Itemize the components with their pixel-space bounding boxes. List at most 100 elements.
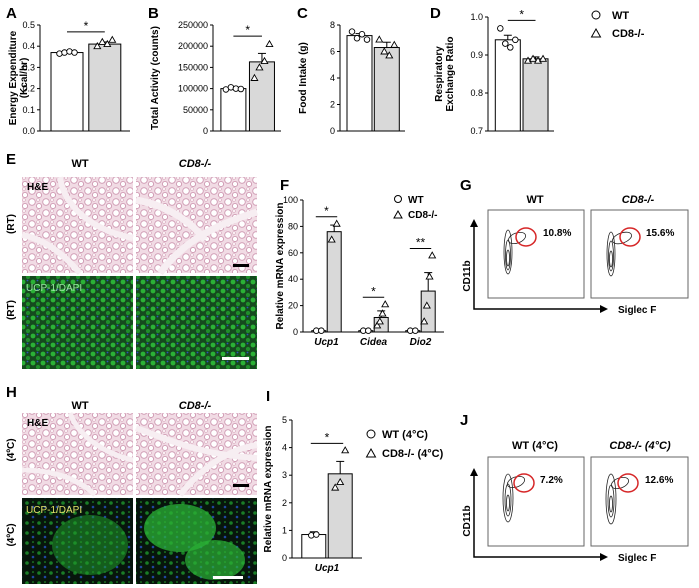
- d-y-tick-label: 0.8: [470, 88, 483, 98]
- f-y-tick-label: 40: [288, 274, 298, 284]
- i-y-tick-label: 1: [282, 525, 287, 535]
- i-x-tick-label: Ucp1: [315, 563, 340, 574]
- i-y-tick-label: 0: [282, 553, 287, 563]
- d-y-label: Exchange Ratio: [445, 36, 456, 111]
- f-point: [318, 327, 325, 334]
- gate-j-wt: [513, 473, 535, 493]
- c-y-tick-label: 8: [330, 20, 335, 30]
- c-y-tick-label: 6: [330, 47, 335, 57]
- i-y-tick-label: 5: [282, 415, 287, 425]
- b-point: [260, 56, 269, 64]
- flow-j-pct-ko: 12.6%: [645, 475, 673, 486]
- i-y-label: Relative mRNA expression: [263, 426, 274, 553]
- a-bar-0: [50, 52, 84, 132]
- legend-i-wt-marker: [366, 429, 376, 439]
- panel-letter-g: G: [460, 177, 472, 194]
- legend-f-ko-label: CD8-/-: [408, 210, 437, 221]
- i-y-tick-label: 2: [282, 498, 287, 508]
- f-point: [425, 272, 434, 280]
- a-y-tick-label: 0.1: [22, 105, 35, 115]
- a-y-tick-label: 0.4: [22, 41, 35, 51]
- f-point: [428, 251, 437, 259]
- scale-bar-he-e: [233, 264, 249, 267]
- flow-j-axis-arrows: [473, 474, 602, 558]
- c-point: [348, 28, 356, 35]
- flow-g-pct-ko: 15.6%: [646, 228, 674, 239]
- flow-j-y-label: CD11b: [462, 505, 473, 536]
- flow-j-x-label: Siglec F: [618, 553, 656, 564]
- c-point: [380, 47, 389, 55]
- f-x-tick-label: Dio2: [410, 337, 432, 348]
- flow-g-arrowhead-y: [470, 219, 478, 227]
- col-title-ko-e: CD8-/-: [179, 158, 212, 170]
- d-point: [538, 54, 548, 62]
- a-y-tick-label: 0.0: [22, 126, 35, 136]
- he-septa-ko-4c: [135, 425, 258, 497]
- gate-j-ko: [617, 473, 639, 493]
- flow-plot-j-wt: [487, 456, 585, 547]
- a-point: [98, 37, 107, 45]
- panel-letter-f: F: [280, 177, 289, 194]
- panel-letter-h: H: [6, 384, 17, 401]
- panel-letter-c: C: [297, 5, 308, 22]
- f-y-tick-label: 80: [288, 221, 298, 231]
- gate-g-wt: [515, 227, 537, 247]
- legend-f-wt-marker: [394, 195, 402, 203]
- scale-bar-ucp-h: [213, 576, 243, 579]
- legend-i-ko-marker: [365, 447, 377, 458]
- ucp-green-region-wt-4c: [52, 515, 128, 575]
- f-point: [327, 235, 336, 243]
- c-y-tick-label: 2: [330, 100, 335, 110]
- f-point: [422, 301, 431, 309]
- ucp-image-ko-rt: [136, 276, 257, 369]
- f-point: [381, 300, 390, 308]
- panel-letter-b: B: [148, 5, 159, 22]
- flow-g-arrowhead-x: [600, 305, 608, 313]
- f-bar-1: [326, 231, 342, 333]
- panel-letter-d: D: [430, 5, 441, 22]
- b-y-label: Total Activity (counts): [150, 26, 161, 130]
- d-point: [528, 54, 538, 62]
- flow-plot-g-wt: [487, 209, 585, 299]
- histology-e: WT CD8-/- (RT) (RT) H&E UCP-1/DAPI: [6, 158, 259, 369]
- c-point: [358, 31, 366, 38]
- c-point: [353, 35, 361, 42]
- chart-c: 0 2 4 6 8 Food Intake (g): [298, 20, 405, 136]
- b-point: [265, 39, 274, 48]
- legend-f-wt-label: WT: [408, 195, 424, 206]
- d-y-label: Respiratory: [434, 46, 445, 102]
- b-y-tick-label: 250000: [178, 20, 208, 30]
- ucp-green-region-ko-4c-2: [185, 540, 245, 580]
- legend-ko-marker: [590, 27, 602, 38]
- f-point: [378, 309, 387, 317]
- he-image-wt-rt: [22, 177, 133, 273]
- d-point: [502, 40, 509, 47]
- legend-wt-label: WT: [612, 10, 629, 22]
- flow-g-title-wt: WT: [526, 194, 543, 206]
- a-bar-1: [88, 43, 122, 132]
- contour-j-wt: [502, 473, 526, 523]
- a-y-tick-label: 0.3: [22, 62, 35, 72]
- legend-i-wt-label: WT (4°C): [382, 429, 428, 441]
- d-y-tick-label: 0.7: [470, 126, 483, 136]
- a-y-tick-label: 0.5: [22, 20, 35, 30]
- flow-g-title-ko: CD8-/-: [622, 194, 655, 206]
- d-y-tick-label: 1.0: [470, 12, 483, 22]
- a-point: [108, 35, 117, 43]
- i-bar-0: [301, 534, 327, 559]
- he-image-ko-rt: [136, 177, 257, 273]
- i-significance-label-0: *: [325, 430, 330, 444]
- b-y-tick-label: 50000: [183, 105, 208, 115]
- b-bar-1: [248, 61, 275, 132]
- f-y-tick-label: 100: [283, 195, 298, 205]
- c-point: [363, 36, 371, 43]
- i-point: [341, 446, 350, 454]
- ucp-green-region-ko-4c-1: [144, 504, 216, 552]
- a-significance-label-0: *: [84, 19, 89, 33]
- gate-g-ko: [619, 227, 641, 247]
- ucp-label-h: UCP-1/DAPI: [26, 505, 82, 516]
- f-point: [373, 321, 382, 329]
- i-bar-1: [327, 473, 353, 559]
- f-x-tick-label: Ucp1: [314, 337, 339, 348]
